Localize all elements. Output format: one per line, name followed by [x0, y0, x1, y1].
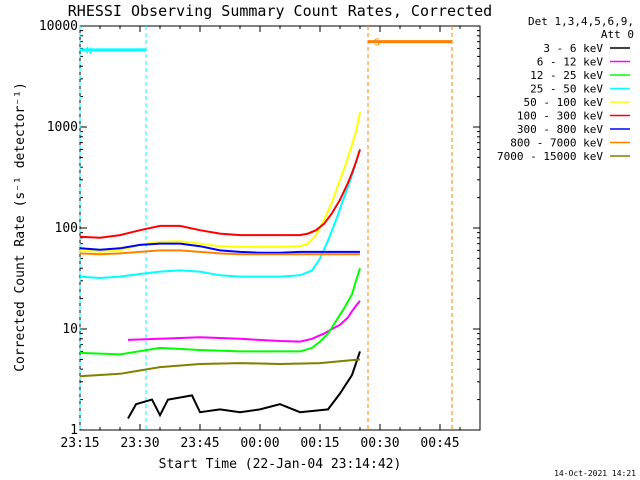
legend-label: 50 - 100 keV: [524, 96, 604, 109]
series-line: [127, 300, 361, 343]
legend-label: 300 - 800 keV: [517, 123, 603, 136]
legend-header-line-1: Det 1,3,4,5,6,9,: [528, 15, 634, 28]
x-tick-label: 00:30: [360, 436, 399, 451]
x-tick-label: 23:45: [180, 436, 219, 451]
y-tick-label: 10: [62, 322, 78, 337]
legend-label: 12 - 25 keV: [530, 69, 603, 82]
legend-label: 7000 - 15000 keV: [497, 150, 603, 163]
legend-header-line-2: Att 0: [601, 28, 634, 41]
series-line: [80, 249, 360, 256]
legend-label: 800 - 7000 keV: [510, 137, 603, 150]
annotation-label: N: [86, 46, 92, 57]
legend-label: 100 - 300 keV: [517, 110, 603, 123]
x-tick-label: 23:15: [60, 436, 99, 451]
x-axis-label: Start Time (22-Jan-04 23:14:42): [159, 457, 402, 472]
series-line: [80, 111, 361, 253]
y-tick-label: 10000: [39, 19, 78, 34]
chart-title: RHESSI Observing Summary Count Rates, Co…: [68, 2, 492, 20]
x-tick-label: 00:15: [300, 436, 339, 451]
legend-label: 25 - 50 keV: [530, 83, 603, 96]
series-line: [80, 149, 361, 280]
y-tick-label: 1000: [47, 120, 78, 135]
legend-label: 3 - 6 keV: [543, 42, 603, 55]
series-line: [80, 149, 361, 239]
series-line: [80, 242, 360, 254]
annotation-label: S: [374, 38, 380, 49]
legend-label: 6 - 12 keV: [537, 56, 604, 69]
plot-frame: [79, 25, 481, 431]
series-group: [80, 111, 361, 419]
x-tick-label: 00:00: [240, 436, 279, 451]
series-line: [127, 351, 361, 419]
x-tick-label: 00:45: [420, 436, 459, 451]
y-axis-label: Corrected Count Rate (s⁻¹ detector⁻¹): [13, 82, 28, 372]
y-tick-label: 1: [70, 423, 78, 438]
y-tick-label: 100: [55, 221, 78, 236]
series-line: [80, 267, 361, 356]
footer-timestamp: 14-Oct-2021 14:21: [554, 469, 636, 478]
series-line: [80, 358, 361, 378]
x-tick-label: 23:30: [120, 436, 159, 451]
